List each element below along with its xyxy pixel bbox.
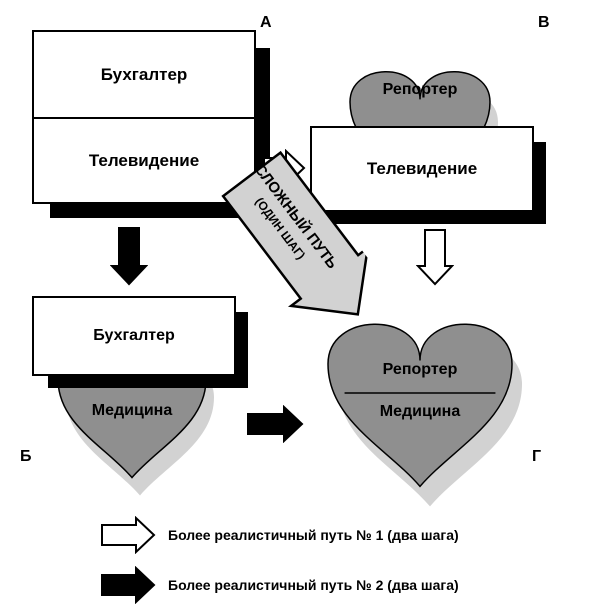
g-top-label: Репортер xyxy=(340,361,500,379)
a-bottom-label: Телевидение xyxy=(34,119,254,202)
legend-arrow-solid-icon xyxy=(100,566,156,604)
quadrant-b-box: Телевидение xyxy=(310,126,534,212)
corner-label-bb: Б xyxy=(20,448,32,466)
corner-label-g: Г xyxy=(532,448,541,466)
bb-heart-label: Медицина xyxy=(62,402,202,420)
legend: Более реалистичный путь № 1 (два шага) Бо… xyxy=(100,516,459,604)
quadrant-a-box: БухгалтерТелевидение xyxy=(32,30,256,204)
legend-arrow-outline-icon xyxy=(100,516,156,554)
b-heart-label: Репортер xyxy=(350,81,490,99)
g-bottom-label: Медицина xyxy=(340,403,500,421)
legend-row-2: Более реалистичный путь № 2 (два шага) xyxy=(100,566,459,604)
corner-label-a: А xyxy=(260,14,272,32)
legend-text-2: Более реалистичный путь № 2 (два шага) xyxy=(168,577,459,593)
arrow-a-to-bb xyxy=(110,226,148,286)
bb-box-label: Бухгалтер xyxy=(34,298,234,374)
legend-text-1: Более реалистичный путь № 1 (два шага) xyxy=(168,527,459,543)
corner-label-b: В xyxy=(538,14,550,32)
arrow-b-to-g xyxy=(416,228,454,286)
legend-row-1: Более реалистичный путь № 1 (два шага) xyxy=(100,516,459,554)
a-top-label: Бухгалтер xyxy=(34,32,254,119)
quadrant-bb-box: Бухгалтер xyxy=(32,296,236,376)
b-box-label: Телевидение xyxy=(312,128,532,210)
arrow-bb-to-g xyxy=(246,405,304,443)
